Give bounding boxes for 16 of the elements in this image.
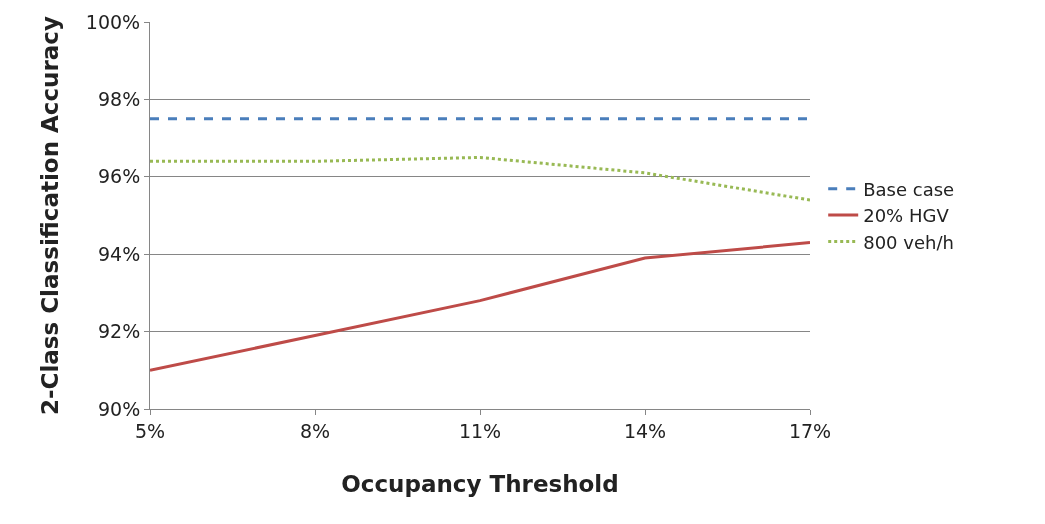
y-tick-label: 100% xyxy=(85,10,141,33)
y-tick-label: 94% xyxy=(97,242,141,265)
y-tick-label: 96% xyxy=(97,165,141,188)
legend-label: 20% HGV xyxy=(863,205,950,227)
x-tick-label: 5% xyxy=(134,419,166,442)
y-tick-label: 92% xyxy=(97,320,141,343)
x-tick-label: 11% xyxy=(458,419,502,442)
y-axis-title: 2-Class Classification Accuracy xyxy=(37,16,64,415)
x-tick-label: 8% xyxy=(299,419,331,442)
y-tick-label: 90% xyxy=(97,397,141,420)
y-tick-label: 98% xyxy=(97,88,141,111)
x-tick-label: 17% xyxy=(788,419,832,442)
x-axis-title: Occupancy Threshold xyxy=(341,471,619,498)
x-tick-label: 14% xyxy=(623,419,667,442)
legend-label: 800 veh/h xyxy=(863,231,954,253)
legend-label: Base case xyxy=(863,178,955,200)
